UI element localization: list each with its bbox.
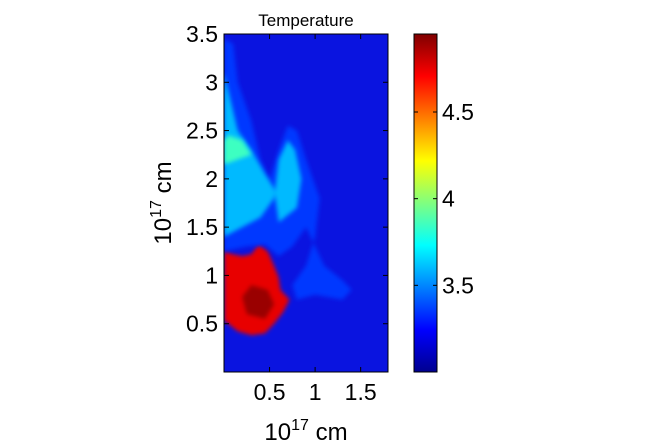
colorbar: 3.5 4 4.5 xyxy=(413,33,474,373)
y-tick-label: 2.5 xyxy=(186,118,218,144)
colorbar-gradient xyxy=(414,34,437,372)
x-tick-label: 0.5 xyxy=(254,379,286,405)
y-tick-label: 1.5 xyxy=(186,214,218,240)
y-tick-label: 1 xyxy=(205,262,218,288)
plot-frame xyxy=(223,33,389,373)
colorbar-frame xyxy=(413,33,438,373)
x-axis-label: 1017 cm xyxy=(264,417,347,446)
x-tick-label: 1 xyxy=(309,379,322,405)
colorbar-tick-label: 4 xyxy=(442,186,455,212)
heatmap-plot: 0.5 1 1.5 0.5 1 1.5 2 2.5 3 3.5 xyxy=(186,21,389,405)
heatmap-region-hot-core xyxy=(242,285,275,319)
colorbar-tick-label: 4.5 xyxy=(442,99,474,125)
y-tick-label: 3 xyxy=(205,69,218,95)
chart-title: Temperature xyxy=(258,11,353,30)
y-tick-label: 3.5 xyxy=(186,21,218,47)
heatmap-region-warm-filament xyxy=(224,72,302,237)
x-tick-label: 1.5 xyxy=(345,379,377,405)
y-tick-label: 2 xyxy=(205,166,218,192)
y-axis-label: 1017 cm xyxy=(148,161,177,244)
y-tick-label: 0.5 xyxy=(186,311,218,337)
colorbar-tick-label: 3.5 xyxy=(442,272,474,298)
heatmap-region-warm-patch xyxy=(224,135,252,165)
